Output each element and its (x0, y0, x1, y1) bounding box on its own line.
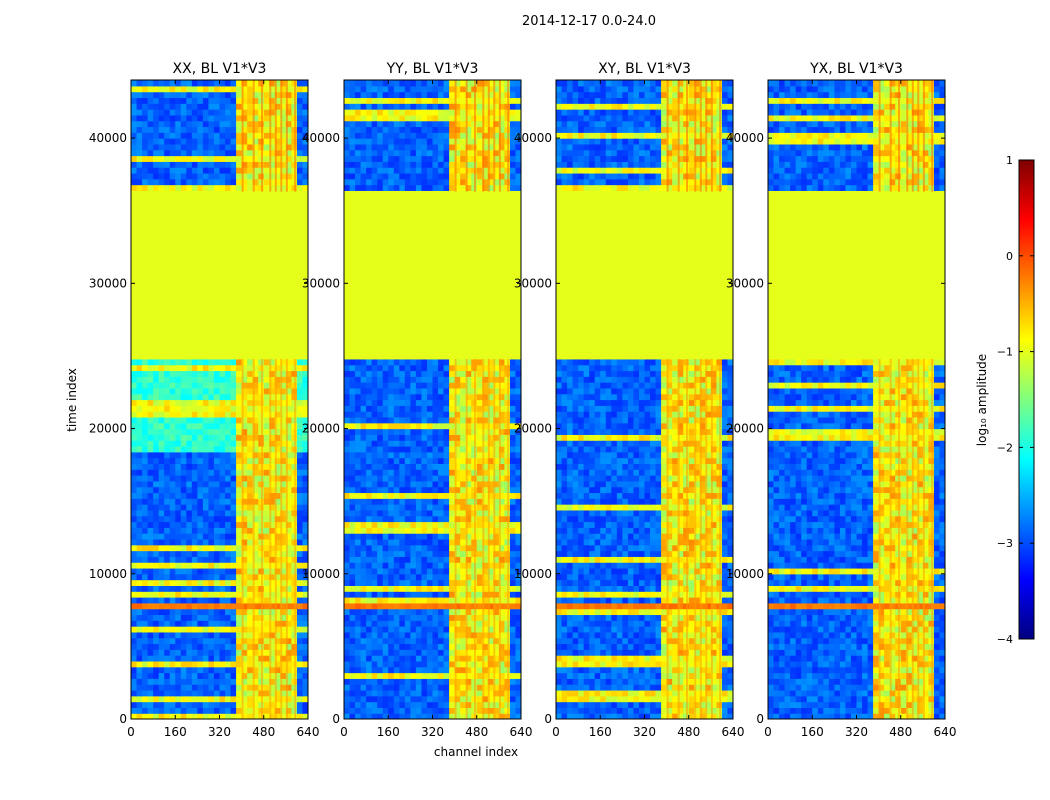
x-tick-label: 480 (252, 725, 275, 739)
panel-title: XY, BL V1*V3 (598, 61, 691, 77)
colorbar-tick-label: −4 (997, 633, 1013, 646)
y-tick-label: 10000 (726, 567, 764, 581)
x-tick-label: 160 (801, 725, 824, 739)
colorbar-label: log₁₀ amplitude (975, 354, 989, 446)
y-tick-label: 40000 (89, 131, 127, 145)
panel-title: XX, BL V1*V3 (173, 61, 267, 77)
y-tick-label: 30000 (302, 276, 340, 290)
figure-suptitle: 2014-12-17 0.0-24.0 (522, 14, 656, 29)
y-tick-label: 10000 (514, 567, 552, 581)
y-tick-label: 10000 (89, 567, 127, 581)
y-tick-label: 0 (544, 712, 552, 726)
colorbar-tick-label: 1 (1006, 154, 1013, 167)
panel-xx: XX, BL V1*V3 0 160 320 480 640 0 10000 20000 3000… (89, 61, 320, 739)
y-tick-label: 0 (332, 712, 340, 726)
panel-title: YX, BL V1*V3 (809, 61, 903, 77)
y-tick-label: 20000 (726, 422, 764, 436)
panel-yx: YX, BL V1*V3 0 160 320 480 640 0 10000 20000 3000… (726, 61, 957, 739)
x-tick-label: 640 (722, 725, 745, 739)
colorbar (1018, 159, 1035, 640)
x-tick-label: 160 (589, 725, 612, 739)
x-tick-label: 480 (465, 725, 488, 739)
heatmap-image (768, 80, 945, 719)
y-tick-label: 10000 (302, 567, 340, 581)
y-tick-label: 0 (756, 712, 764, 726)
colorbar-tick-label: 0 (1006, 250, 1013, 263)
x-tick-label: 480 (889, 725, 912, 739)
x-tick-label: 0 (127, 725, 135, 739)
x-tick-label: 320 (208, 725, 231, 739)
y-tick-label: 30000 (89, 276, 127, 290)
colorbar-tick-label: −3 (997, 537, 1013, 550)
x-tick-label: 0 (340, 725, 348, 739)
colorbar-tick-label: −2 (997, 441, 1013, 454)
y-tick-label: 40000 (302, 131, 340, 145)
y-tick-label: 20000 (89, 422, 127, 436)
x-tick-label: 160 (164, 725, 187, 739)
x-tick-label: 0 (764, 725, 772, 739)
y-tick-label: 30000 (514, 276, 552, 290)
y-tick-label: 0 (119, 712, 127, 726)
panel-yy: YY, BL V1*V3 0 160 320 480 640 0 10000 20000 3000… (302, 61, 533, 739)
heatmap-image (344, 80, 521, 719)
heatmap-image (131, 80, 308, 719)
x-tick-label: 0 (552, 725, 560, 739)
x-tick-label: 640 (510, 725, 533, 739)
y-tick-label: 40000 (726, 131, 764, 145)
x-tick-label: 480 (677, 725, 700, 739)
y-tick-label: 20000 (514, 422, 552, 436)
y-axis-label: time index (65, 368, 79, 432)
y-tick-label: 30000 (726, 276, 764, 290)
x-axis-label: channel index (434, 745, 518, 759)
colorbar-tick-label: −1 (997, 346, 1013, 359)
y-tick-label: 40000 (514, 131, 552, 145)
x-tick-label: 320 (633, 725, 656, 739)
panel-title: YY, BL V1*V3 (386, 61, 479, 77)
x-tick-label: 640 (934, 725, 957, 739)
x-tick-label: 160 (377, 725, 400, 739)
x-tick-label: 320 (845, 725, 868, 739)
heatmap-image (556, 80, 733, 719)
y-tick-label: 20000 (302, 422, 340, 436)
x-tick-label: 640 (297, 725, 320, 739)
panel-xy: XY, BL V1*V3 0 160 320 480 640 0 10000 20000 3000… (514, 61, 745, 739)
x-tick-label: 320 (421, 725, 444, 739)
